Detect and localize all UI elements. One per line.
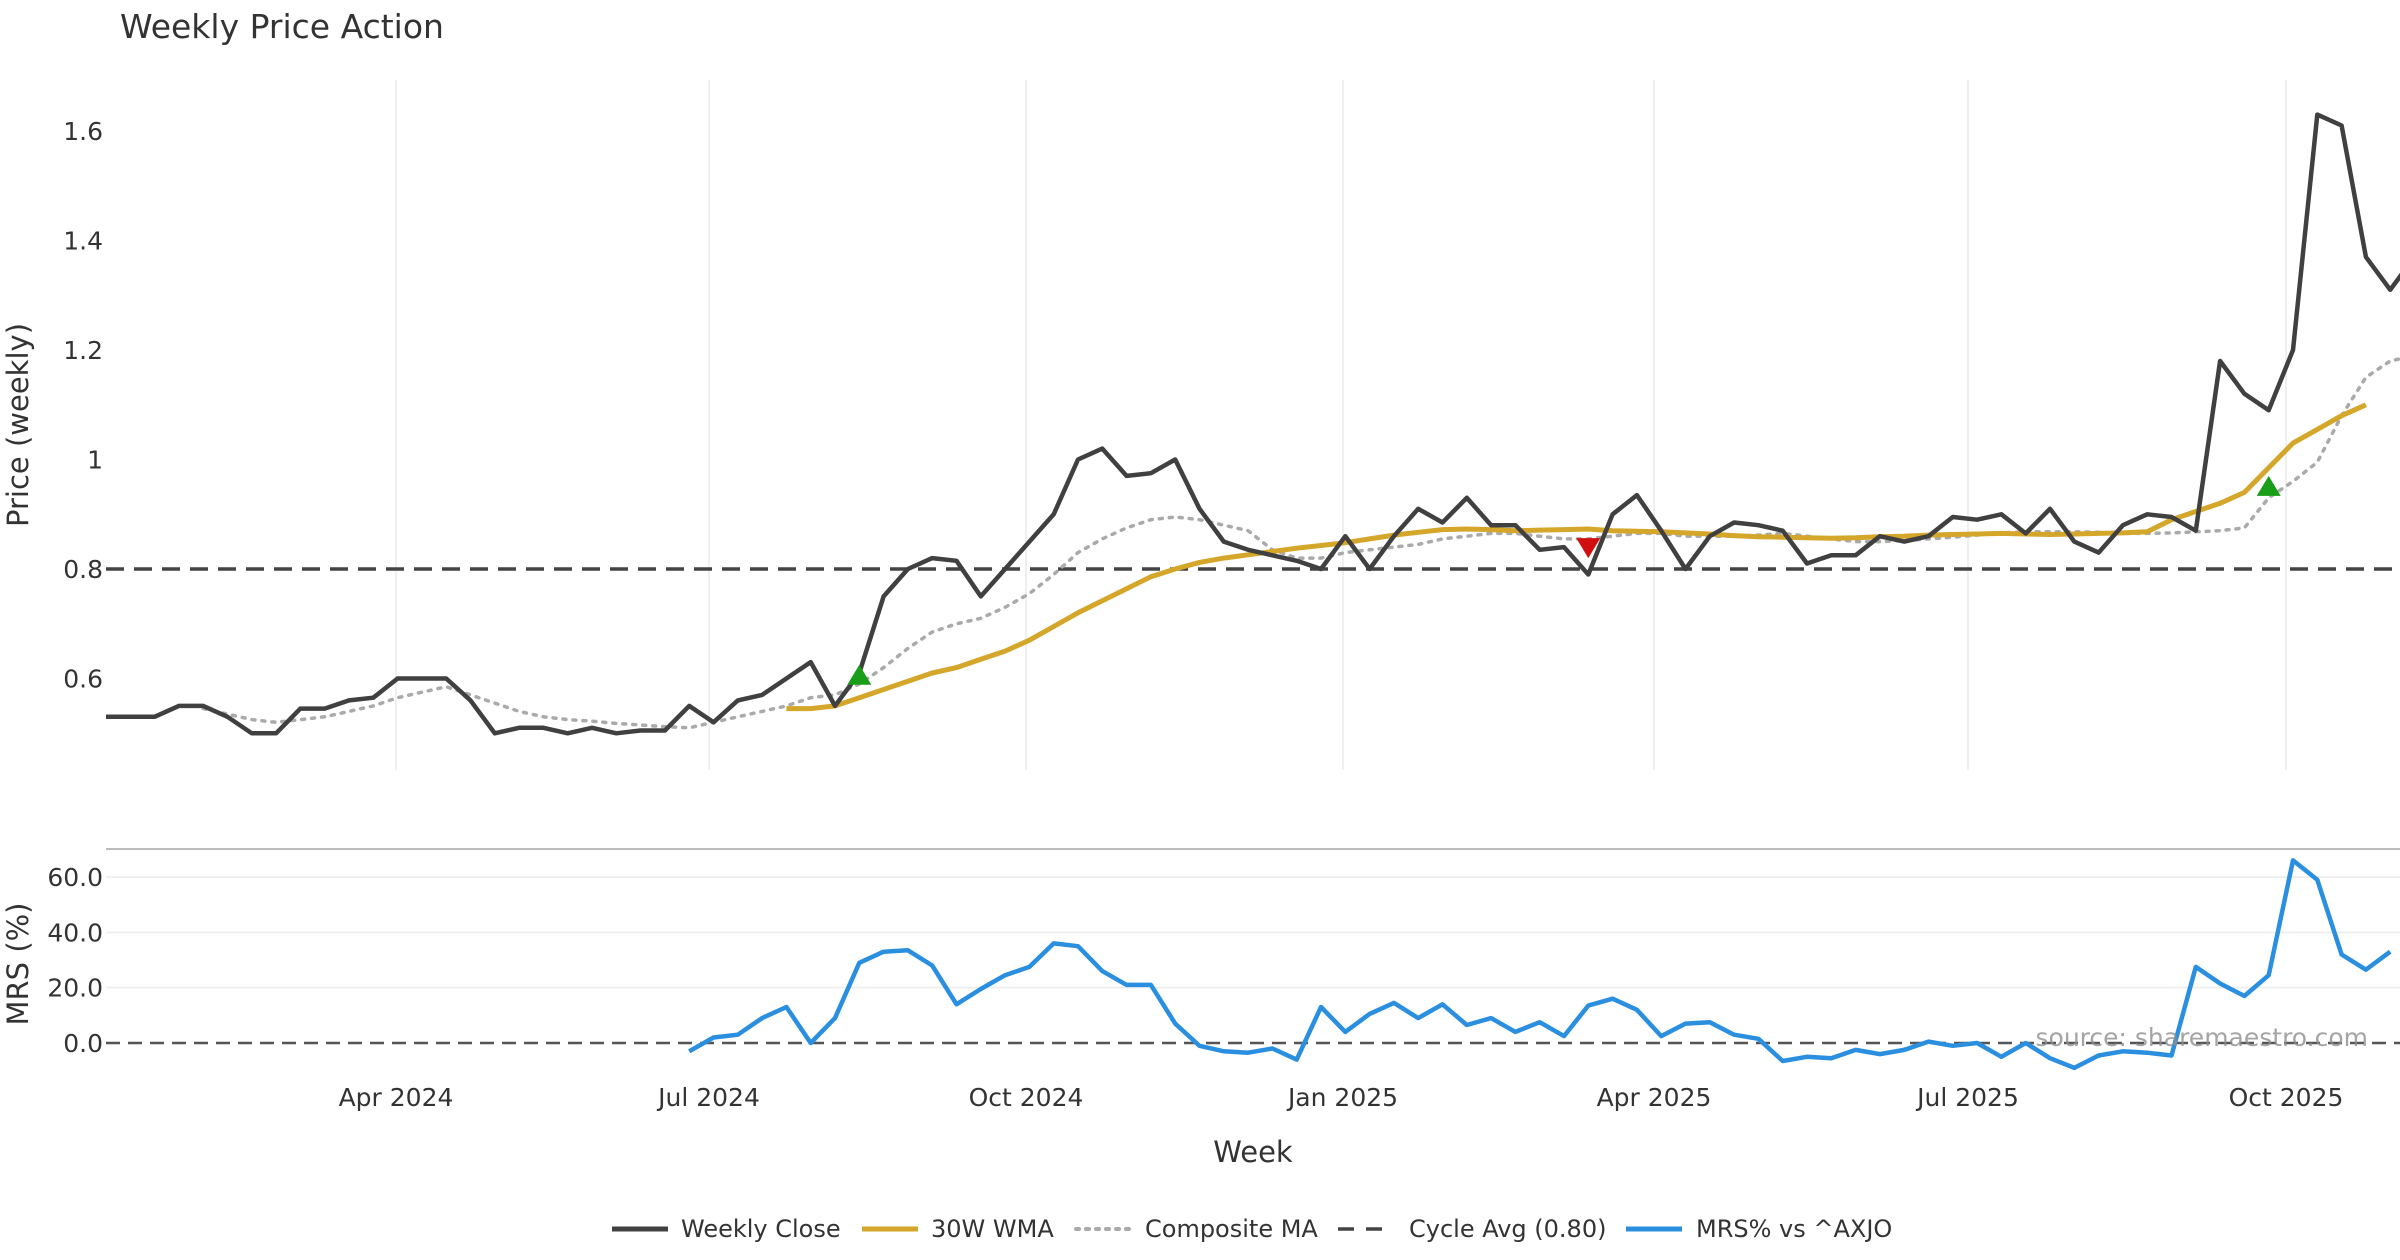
mrs-y-axis: 0.0 20.0 40.0 60.0	[47, 863, 103, 1058]
legend-label-composite-ma: Composite MA	[1145, 1215, 1318, 1243]
legend-entry-weekly-close: Weekly Close	[612, 1215, 841, 1243]
legend-entry-cycle-avg: Cycle Avg (0.80)	[1338, 1215, 1606, 1243]
legend-label-mrs: MRS% vs ^AXJO	[1696, 1215, 1892, 1243]
source-watermark: source: sharemaestro.com	[2036, 1023, 2369, 1052]
x-tick-label: Oct 2025	[2229, 1083, 2344, 1112]
legend-label-weekly-close: Weekly Close	[681, 1215, 841, 1243]
signal-markers	[847, 475, 2281, 685]
mrs-gridlines	[106, 876, 2400, 989]
x-tick-label: Apr 2025	[1597, 1083, 1712, 1112]
mrs-ytick-label: 40.0	[47, 918, 103, 947]
legend-label-30w-wma: 30W WMA	[931, 1215, 1054, 1243]
x-tick-label: Jul 2024	[656, 1083, 760, 1112]
sell-signal-marker-1	[1576, 538, 1601, 559]
x-tick-label: Jan 2025	[1286, 1083, 1398, 1112]
legend-entry-mrs: MRS% vs ^AXJO	[1626, 1215, 1892, 1243]
legend-label-cycle-avg: Cycle Avg (0.80)	[1409, 1215, 1606, 1243]
price-y-axis-label: Price (weekly)	[1, 323, 35, 527]
price-ytick-label: 1.4	[63, 227, 103, 256]
price-vertical-gridlines	[395, 80, 2287, 770]
x-tick-label: Oct 2024	[969, 1083, 1084, 1112]
legend-entry-composite-ma: Composite MA	[1074, 1215, 1318, 1243]
price-ytick-label: 1.6	[63, 117, 103, 146]
x-tick-label: Jul 2025	[1915, 1083, 2019, 1112]
price-ytick-label: 1	[87, 446, 103, 475]
mrs-line	[688, 858, 2392, 1071]
x-axis-label: Week	[1213, 1135, 1293, 1169]
mrs-ytick-label: 20.0	[47, 974, 103, 1003]
x-axis: Apr 2024 Jul 2024 Oct 2024 Jan 2025 Apr 2025…	[339, 1083, 2344, 1112]
buy-signal-marker-2	[2256, 475, 2281, 496]
mrs-ytick-label: 60.0	[47, 863, 103, 892]
x-tick-label: Apr 2024	[339, 1083, 454, 1112]
mrs-panel: 0.0 20.0 40.0 60.0 MRS (%) source: sharemae…	[1, 848, 2400, 1071]
buy-signal-marker-0	[847, 664, 872, 685]
weekly-close-line	[106, 112, 2400, 736]
price-ytick-label: 0.6	[63, 665, 103, 694]
price-y-axis: 0.6 0.8 1 1.2 1.4 1.6	[63, 117, 103, 694]
legend-entry-30w-wma: 30W WMA	[862, 1215, 1054, 1243]
price-panel: 0.6 0.8 1 1.2 1.4 1.6 Price (weekly)	[1, 80, 2400, 770]
price-ytick-label: 0.8	[63, 555, 103, 584]
mrs-ytick-label: 0.0	[63, 1029, 103, 1058]
price-ytick-label: 1.2	[63, 336, 103, 365]
legend: Weekly Close 30W WMA Composite MA Cycle …	[612, 1215, 1892, 1243]
mrs-y-axis-label: MRS (%)	[1, 903, 35, 1026]
chart-title: Weekly Price Action	[120, 7, 444, 46]
wma-30w-line	[786, 402, 2367, 712]
